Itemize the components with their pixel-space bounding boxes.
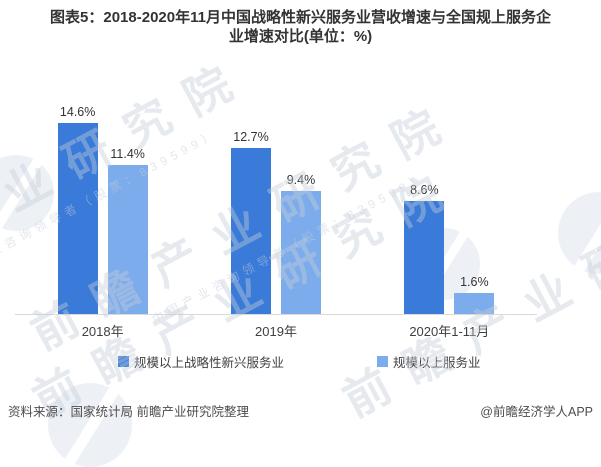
credit-note: @前瞻经济学人APP — [480, 405, 593, 419]
bar-group: 14.6% 11.4% — [16, 98, 189, 314]
chart-title-line2: 业增速对比(单位：%) — [228, 28, 373, 45]
legend-swatch-icon — [377, 356, 388, 367]
bar-value-label: 9.4% — [286, 172, 316, 187]
bar-value-label: 1.6% — [460, 275, 489, 289]
bar-value-label: 11.4% — [110, 146, 145, 161]
legend-item-strategic-services: 规模以上战略性新兴服务业 — [118, 352, 284, 371]
x-axis-label: 2018年 — [81, 324, 124, 339]
x-axis-label: 2020年1-11月 — [409, 324, 490, 339]
bar-group: 12.7% 9.4% — [189, 98, 362, 314]
x-axis-label: 2019年 — [255, 324, 297, 339]
source-note: 资料来源：国家统计局 前瞻产业研究院整理 — [8, 405, 249, 419]
plot-area: 14.6% 11.4% 12.7% 9.4% 8.6% 1.6% — [16, 98, 536, 314]
x-axis-line — [15, 314, 537, 315]
legend-label: 规模以上战略性新兴服务业 — [134, 356, 285, 370]
watermark-logo-icon — [48, 383, 132, 467]
x-axis-labels: 2018年 2019年 2020年1-11月 — [16, 321, 536, 340]
bar: 14.6% — [57, 105, 98, 314]
bar-group: 8.6% 1.6% — [363, 98, 536, 314]
bar: 11.4% — [107, 147, 148, 314]
bar: 12.7% — [230, 130, 271, 314]
bar: 1.6% — [454, 275, 495, 314]
bar: 9.4% — [280, 173, 321, 314]
legend-item-services: 规模以上服务业 — [377, 352, 481, 371]
chart-title: 图表5：2018-2020年11月中国战略性新兴服务业营收增速与全国规上服务企 … — [8, 8, 594, 46]
bar-value-label: 12.7% — [233, 129, 269, 144]
legend-swatch-icon — [118, 356, 129, 367]
bar-value-label: 8.6% — [410, 183, 439, 198]
watermark-logo-icon — [558, 192, 601, 274]
bar: 8.6% — [404, 183, 445, 314]
chart-title-line1: 图表5：2018-2020年11月中国战略性新兴服务业营收增速与全国规上服务企 — [50, 9, 551, 26]
bar-value-label: 14.6% — [59, 104, 96, 119]
legend-label: 规模以上服务业 — [393, 356, 481, 370]
